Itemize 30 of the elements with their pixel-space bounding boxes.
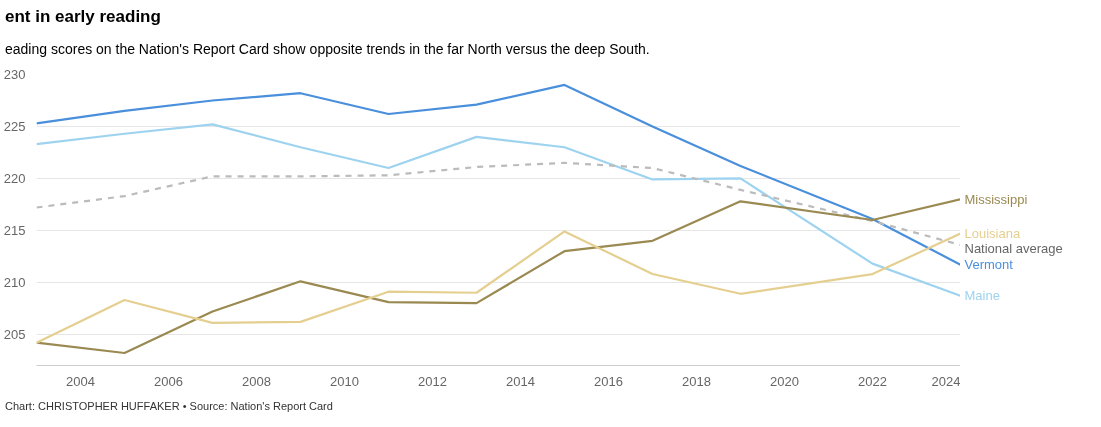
chart-subtitle: eading scores on the Nation's Report Card show opposite trends in the far North versus the deep South. — [5, 40, 650, 60]
line-series — [36, 84, 960, 267]
x-tick-label: 2014 — [506, 373, 535, 389]
x-tick-label: 2004 — [66, 373, 95, 389]
x-tick-label: 2024 — [931, 373, 961, 389]
series-label: National average — [964, 241, 1063, 257]
y-tick-label: 230 — [3, 67, 26, 83]
x-tick-label: 2022 — [858, 373, 887, 389]
y-tick-label: 210 — [3, 275, 26, 291]
line-series — [36, 123, 960, 298]
line-series — [36, 230, 960, 345]
x-tick-label: 2010 — [330, 373, 359, 389]
line-series — [36, 198, 960, 355]
y-tick-label: 205 — [3, 327, 26, 343]
series-label: Louisiana — [964, 226, 1021, 242]
y-tick-label: 225 — [3, 119, 26, 135]
line-series — [36, 162, 960, 247]
x-tick-label: 2016 — [594, 373, 623, 389]
text: Chart: CHRISTOPHER HUFFAKER • Source: Nation's Report Card — [5, 399, 333, 415]
chart-title: ent in early reading — [5, 6, 161, 28]
x-tick-label: 2020 — [770, 373, 799, 389]
series-label: Mississippi — [964, 192, 1028, 207]
series-label: Maine — [964, 288, 1000, 304]
x-tick-label: 2006 — [154, 373, 183, 389]
x-tick-label: 2012 — [418, 373, 447, 389]
series-label: Vermont — [964, 257, 1014, 273]
y-tick-label: 220 — [3, 171, 26, 187]
y-tick-label: 215 — [3, 223, 26, 239]
x-tick-label: 2018 — [682, 373, 711, 389]
x-tick-label: 2008 — [242, 373, 271, 389]
